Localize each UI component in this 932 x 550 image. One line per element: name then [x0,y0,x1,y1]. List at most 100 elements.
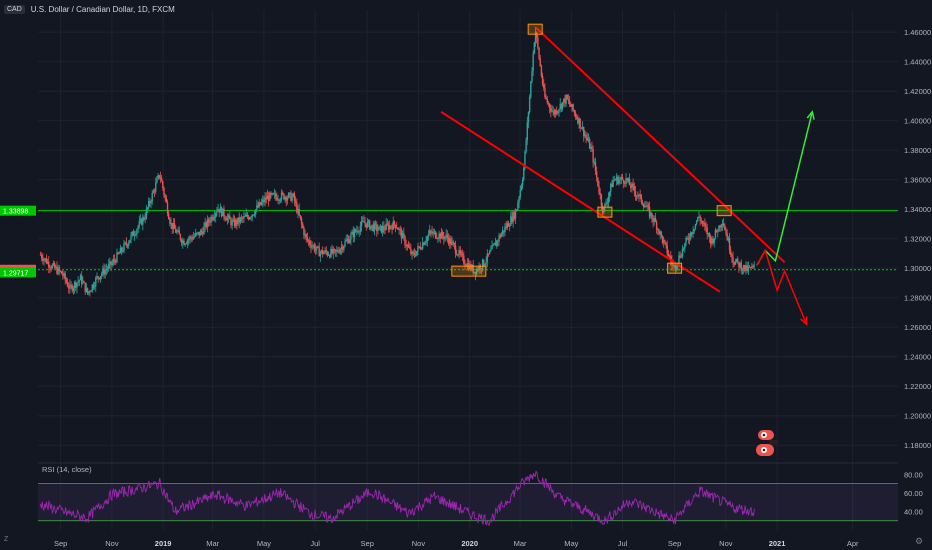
candle-body [619,178,621,180]
zoom-reset-button[interactable]: Z [4,536,9,543]
candle-body [316,246,318,250]
candle-body [290,192,292,201]
price-label-text: 1.29717 [3,270,28,277]
candle-body [119,247,122,254]
candle-body [613,179,616,181]
candle-body [159,177,162,179]
candle-body [682,248,685,250]
candle-body [571,104,573,107]
candle-body [715,229,718,232]
candle-body [373,223,376,232]
candle-body [419,246,421,249]
candle-body [339,249,342,253]
candle-body [444,236,446,240]
candle-body [150,201,152,204]
candle-body [468,264,471,270]
candle-body [113,259,116,261]
candle-body [85,287,88,292]
candle-body [155,182,157,192]
price-tick-label: 1.30000 [904,264,931,273]
candle-body [493,242,496,245]
candle-body [679,255,681,258]
candle-body [192,236,195,240]
candle-body [365,223,367,228]
candle-body [364,222,366,224]
symbol-badge[interactable]: CAD [4,5,25,14]
candle-body [701,221,704,224]
candle-body [349,239,351,244]
candle-body [404,236,406,245]
candle-body [646,205,648,208]
gear-icon[interactable]: ⚙ [915,536,924,546]
candle-body [267,195,270,201]
candle-body [700,220,703,222]
candle-body [479,265,481,270]
projection-down-arrowhead [799,316,808,326]
candle-body [604,204,606,209]
candle-body [363,221,365,223]
candle-body [459,249,461,254]
candle-body [661,235,664,243]
candle-body [630,185,632,189]
candle-body [185,243,188,245]
candle-body [742,265,745,270]
candle-body [184,243,186,245]
candle-body [429,230,431,235]
candle-body [516,209,518,212]
candle-body [411,251,413,255]
candle-body [707,232,710,235]
candle-body [399,228,402,230]
price-tick-label: 1.26000 [904,323,931,332]
candle-body [537,37,539,48]
price-tick-label: 1.24000 [904,353,931,362]
candle-body [70,284,72,286]
candle-body [437,238,439,240]
candle-body [239,217,242,223]
candle-body [464,263,466,266]
candle-body [578,118,580,124]
candle-body [740,262,742,271]
candle-body [698,216,700,218]
candle-body [727,238,730,241]
candle-body [684,243,686,249]
candle-body [319,252,322,257]
time-tick-label: Sep [54,539,67,548]
candle-body [412,251,414,254]
candle-body [481,259,484,269]
candle-body [128,242,130,246]
candle-body [309,240,311,245]
candle-body [413,253,416,256]
candle-body [686,238,688,239]
candle-body [471,264,473,270]
candle-body [138,221,140,227]
candle-body [541,75,544,85]
candle-body [263,199,265,203]
candle-body [115,260,117,263]
price-tick-label: 1.38000 [904,146,931,155]
candle-body [601,205,604,213]
candle-body [257,205,259,208]
candle-body [296,202,298,213]
time-tick-label: Jul [618,539,628,548]
candle-body [211,216,213,220]
time-tick-label: 2019 [155,539,172,548]
candle-body [539,58,541,66]
candle-body [190,236,192,239]
candle-body [58,267,61,271]
candle-body [249,217,251,220]
candle-body [595,171,598,178]
candle-body [40,255,43,259]
candle-body [270,192,272,195]
projection-up-arrowhead [806,110,815,120]
candle-body [599,192,601,195]
candle-body [697,217,699,222]
price-label-text: 1.33898 [3,209,28,216]
candle-body [254,209,257,215]
candle-body [95,277,97,287]
candle-body [438,233,440,239]
candle-body [354,229,357,232]
candle-body [191,238,193,240]
candle-body [75,282,77,288]
candle-body [182,240,184,244]
